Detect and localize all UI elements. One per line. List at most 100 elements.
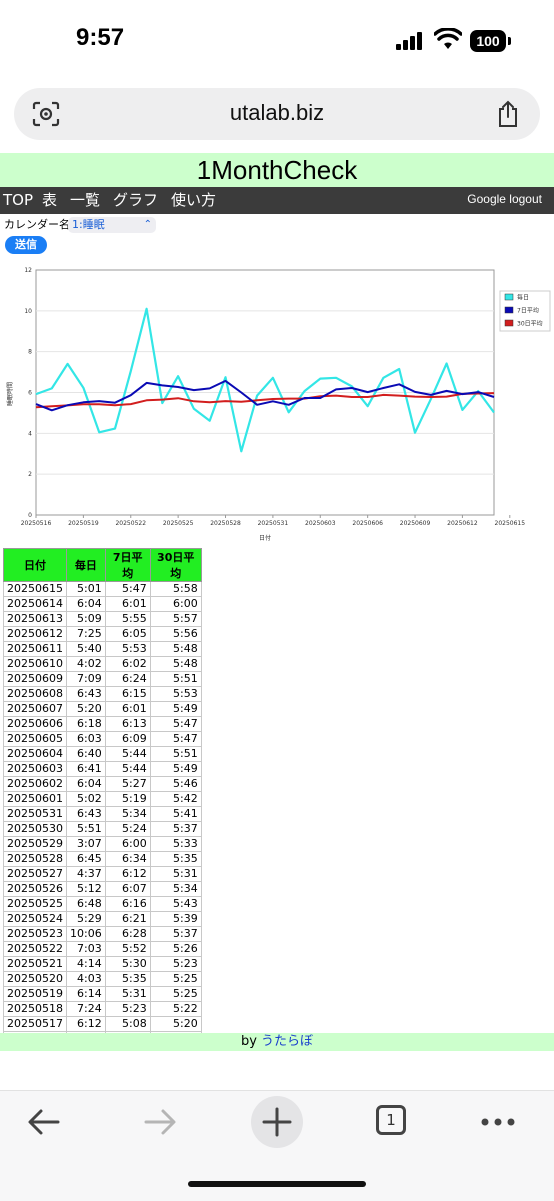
cell-avg7: 6:21 bbox=[104, 911, 151, 927]
cell-date: 20250610 bbox=[3, 656, 67, 672]
address-bar[interactable]: utalab.biz bbox=[14, 88, 540, 140]
calendar-label: カレンダー名 bbox=[4, 218, 70, 231]
cell-daily: 4:14 bbox=[66, 956, 106, 972]
cell-avg30: 5:43 bbox=[149, 896, 202, 912]
cell-daily: 7:24 bbox=[66, 1001, 106, 1017]
header-daily: 毎日 bbox=[66, 548, 106, 582]
y-tick-label: 2 bbox=[28, 471, 32, 478]
cell-avg7: 6:00 bbox=[104, 836, 151, 852]
cell-date: 20250518 bbox=[3, 1001, 67, 1017]
cell-date: 20250614 bbox=[3, 596, 67, 612]
nav-graph-link[interactable]: グラフ bbox=[113, 191, 159, 209]
nav-top-link[interactable]: TOP bbox=[3, 191, 34, 209]
cell-daily: 6:48 bbox=[66, 896, 106, 912]
table-row: 20250531 6:43 5:34 5:41 bbox=[3, 806, 202, 822]
cell-avg7: 5:27 bbox=[104, 776, 151, 792]
footer-link[interactable]: うたらぼ bbox=[261, 1034, 314, 1049]
submit-button[interactable]: 送信 bbox=[5, 236, 47, 254]
y-axis-label: 睡眠時間 bbox=[6, 382, 14, 406]
nav-list-link[interactable]: 一覧 bbox=[70, 191, 101, 209]
cell-daily: 4:37 bbox=[66, 866, 106, 882]
battery-tip bbox=[508, 37, 511, 45]
cell-date: 20250520 bbox=[3, 971, 67, 987]
forward-arrow-icon[interactable] bbox=[142, 1107, 178, 1137]
more-options-icon[interactable] bbox=[480, 1117, 516, 1127]
table-row: 20250523 10:06 6:28 5:37 bbox=[3, 926, 202, 942]
cell-avg30: 5:35 bbox=[149, 851, 202, 867]
table-row: 20250524 5:29 6:21 5:39 bbox=[3, 911, 202, 927]
wifi-icon bbox=[434, 28, 462, 49]
avg30-series-line bbox=[35, 392, 495, 409]
table-row: 20250604 6:40 5:44 5:51 bbox=[3, 746, 202, 762]
y-tick-label: 10 bbox=[24, 308, 32, 315]
cell-avg7: 5:47 bbox=[104, 581, 151, 597]
cell-avg30: 5:23 bbox=[149, 956, 202, 972]
share-icon[interactable] bbox=[496, 100, 520, 128]
table-row: 20250613 5:09 5:55 5:57 bbox=[3, 611, 202, 627]
x-tick-label: 20250609 bbox=[400, 520, 431, 527]
cell-avg7: 6:02 bbox=[104, 656, 151, 672]
tab-count-button[interactable]: 1 bbox=[376, 1105, 406, 1135]
cell-date: 20250524 bbox=[3, 911, 67, 927]
new-tab-plus-icon[interactable] bbox=[250, 1095, 304, 1149]
cell-date: 20250519 bbox=[3, 986, 67, 1002]
table-row: 20250527 4:37 6:12 5:31 bbox=[3, 866, 202, 882]
legend-entry: 毎日 bbox=[517, 294, 529, 302]
table-row: 20250609 7:09 6:24 5:51 bbox=[3, 671, 202, 687]
camera-search-icon[interactable] bbox=[32, 101, 60, 127]
cell-avg7: 5:34 bbox=[104, 806, 151, 822]
calendar-select[interactable]: 1:睡眠 ⌃ bbox=[68, 217, 156, 233]
table-row: 20250607 5:20 6:01 5:49 bbox=[3, 701, 202, 717]
cell-date: 20250523 bbox=[3, 926, 67, 942]
table-row: 20250522 7:03 5:52 5:26 bbox=[3, 941, 202, 957]
cell-avg7: 5:53 bbox=[104, 641, 151, 657]
cell-daily: 6:04 bbox=[66, 596, 106, 612]
cell-avg7: 6:34 bbox=[104, 851, 151, 867]
cell-avg7: 6:09 bbox=[104, 731, 151, 747]
series-lines bbox=[35, 307, 495, 453]
back-arrow-icon[interactable] bbox=[26, 1107, 62, 1137]
cell-avg7: 5:24 bbox=[104, 821, 151, 837]
cell-avg7: 5:30 bbox=[104, 956, 151, 972]
cell-daily: 5:29 bbox=[66, 911, 106, 927]
cell-daily: 5:40 bbox=[66, 641, 106, 657]
cell-avg7: 5:35 bbox=[104, 971, 151, 987]
cell-avg7: 6:01 bbox=[104, 596, 151, 612]
cell-avg30: 5:57 bbox=[149, 611, 202, 627]
home-indicator bbox=[188, 1181, 366, 1187]
cell-date: 20250531 bbox=[3, 806, 67, 822]
nav-howto-link[interactable]: 使い方 bbox=[171, 191, 217, 209]
cell-avg30: 5:46 bbox=[149, 776, 202, 792]
cell-avg30: 5:37 bbox=[149, 926, 202, 942]
table-row: 20250526 5:12 6:07 5:34 bbox=[3, 881, 202, 897]
table-row: 20250528 6:45 6:34 5:35 bbox=[3, 851, 202, 867]
y-tick-label: 8 bbox=[28, 349, 32, 356]
cell-daily: 7:03 bbox=[66, 941, 106, 957]
cell-date: 20250604 bbox=[3, 746, 67, 762]
x-tick-label: 20250531 bbox=[258, 520, 289, 527]
url-text[interactable]: utalab.biz bbox=[229, 100, 325, 125]
table-row: 20250612 7:25 6:05 5:56 bbox=[3, 626, 202, 642]
page-title: 1MonthCheck bbox=[0, 153, 554, 187]
chart-legend: 毎日 7日平均 30日平均 bbox=[499, 290, 551, 332]
cell-daily: 6:40 bbox=[66, 746, 106, 762]
cell-avg30: 5:42 bbox=[149, 791, 202, 807]
x-tick-label: 20250516 bbox=[21, 520, 52, 527]
cell-avg30: 5:51 bbox=[149, 671, 202, 687]
cell-date: 20250613 bbox=[3, 611, 67, 627]
cell-avg7: 5:23 bbox=[104, 1001, 151, 1017]
cell-date: 20250605 bbox=[3, 731, 67, 747]
calendar-select-value: 1:睡眠 bbox=[72, 218, 105, 231]
cell-avg7: 6:05 bbox=[104, 626, 151, 642]
google-logout-link[interactable]: Google logout bbox=[467, 192, 542, 206]
footer-by: by bbox=[240, 1034, 257, 1049]
cell-avg7: 5:31 bbox=[104, 986, 151, 1002]
table-row: 20250615 5:01 5:47 5:58 bbox=[3, 581, 202, 597]
cell-daily: 10:06 bbox=[66, 926, 106, 942]
nav-table-link[interactable]: 表 bbox=[42, 191, 58, 209]
x-tick-label: 20250519 bbox=[68, 520, 99, 527]
cell-daily: 6:03 bbox=[66, 731, 106, 747]
x-tick-labels: 20250516 20250519 20250522 20250525 20250528… bbox=[21, 515, 525, 527]
legend-entry: 7日平均 bbox=[517, 307, 539, 315]
cell-avg30: 5:48 bbox=[149, 641, 202, 657]
